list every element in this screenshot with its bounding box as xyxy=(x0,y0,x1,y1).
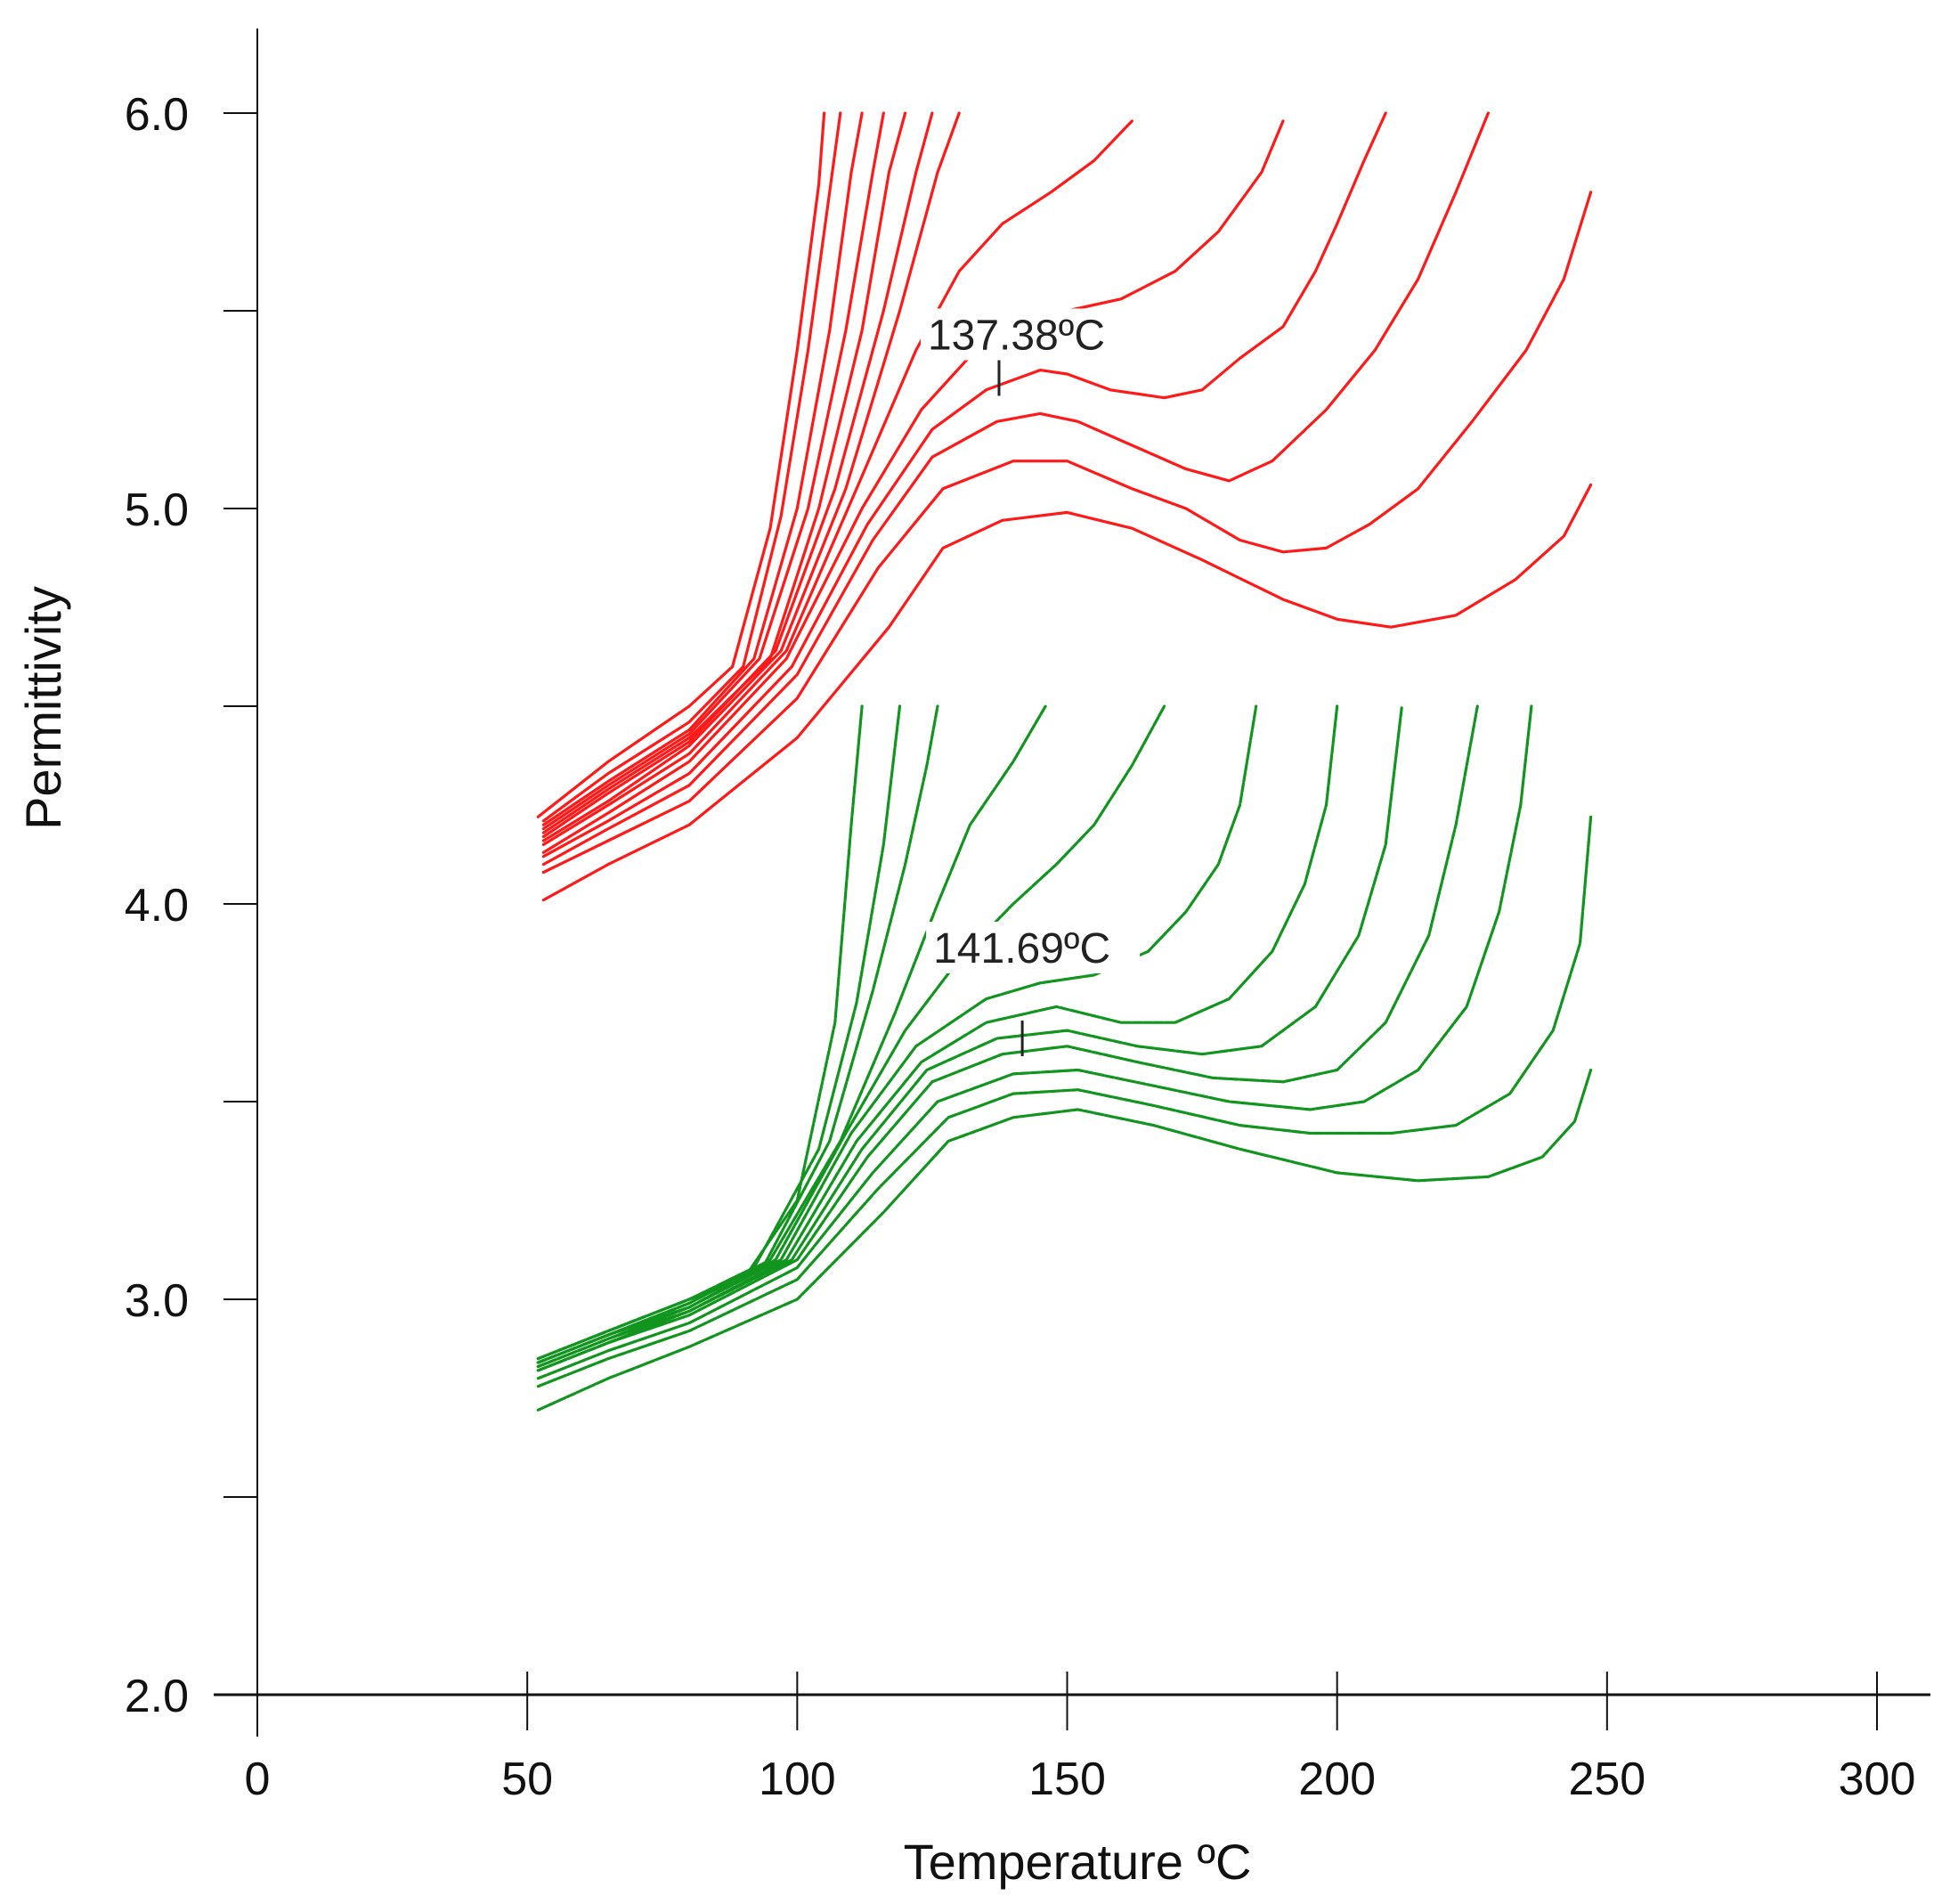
annotation-label-bg xyxy=(920,308,1134,361)
series-curve-red-12 xyxy=(541,191,1593,875)
axes: 2.0 3.0 4.0 5.0 6.0 0 50 100 150 200 250 300 xyxy=(125,28,1930,1805)
series-curve-red-13 xyxy=(541,483,1593,902)
series-curve-red-11 xyxy=(541,111,1490,867)
annotation-label-bg xyxy=(926,921,1141,973)
series-curve-green-7 xyxy=(536,704,1339,1369)
y-tick-label: 3.0 xyxy=(125,1275,189,1327)
series-curve-green-2 xyxy=(536,704,902,1361)
x-axis-title: Temperature ºC xyxy=(904,1834,1252,1890)
series-curve-green-12 xyxy=(536,1068,1593,1412)
series-curve-green-9 xyxy=(536,704,1479,1372)
series-curve-green-6 xyxy=(536,704,1258,1369)
x-tick-label: 200 xyxy=(1298,1753,1376,1805)
series-curve-red-6 xyxy=(541,111,934,839)
annotations: 137.38ºC 141.69ºC xyxy=(920,308,1141,1056)
x-tick-label: 300 xyxy=(1839,1753,1916,1805)
x-tick-label: 50 xyxy=(501,1753,553,1805)
series-curve-green-11 xyxy=(536,815,1593,1388)
y-axis-ticks: 2.0 3.0 4.0 5.0 6.0 xyxy=(125,89,257,1722)
x-tick-label: 0 xyxy=(245,1753,271,1805)
series-curve-green-5 xyxy=(536,704,1166,1364)
series-curve-green-10 xyxy=(536,704,1533,1380)
series-curve-red-4 xyxy=(541,111,885,831)
y-tick-label: 5.0 xyxy=(125,484,189,536)
series-curve-red-7 xyxy=(541,111,961,842)
data-curves xyxy=(536,111,1593,1412)
series-curve-red-5 xyxy=(541,111,907,834)
series-curve-green-3 xyxy=(536,704,939,1364)
y-tick-label: 4.0 xyxy=(125,880,189,932)
x-tick-label: 250 xyxy=(1568,1753,1645,1805)
series-curve-red-3 xyxy=(541,111,864,826)
y-axis-title: Permittivity xyxy=(15,586,71,830)
x-axis-ticks: 0 50 100 150 200 250 300 xyxy=(245,1672,1916,1805)
x-tick-label: 150 xyxy=(1028,1753,1106,1805)
series-curve-red-2 xyxy=(541,111,842,823)
series-curve-red-1 xyxy=(536,111,826,818)
series-curve-red-8 xyxy=(541,119,1133,846)
annotation-label: 137.38ºC xyxy=(928,312,1105,359)
series-curve-green-8 xyxy=(536,704,1403,1372)
y-tick-label: 6.0 xyxy=(125,89,189,141)
series-curve-green-4 xyxy=(536,704,1047,1364)
annotation-label: 141.69ºC xyxy=(933,925,1110,972)
y-tick-label: 2.0 xyxy=(125,1671,189,1722)
x-tick-label: 100 xyxy=(759,1753,836,1805)
series-curve-red-10 xyxy=(541,111,1387,858)
